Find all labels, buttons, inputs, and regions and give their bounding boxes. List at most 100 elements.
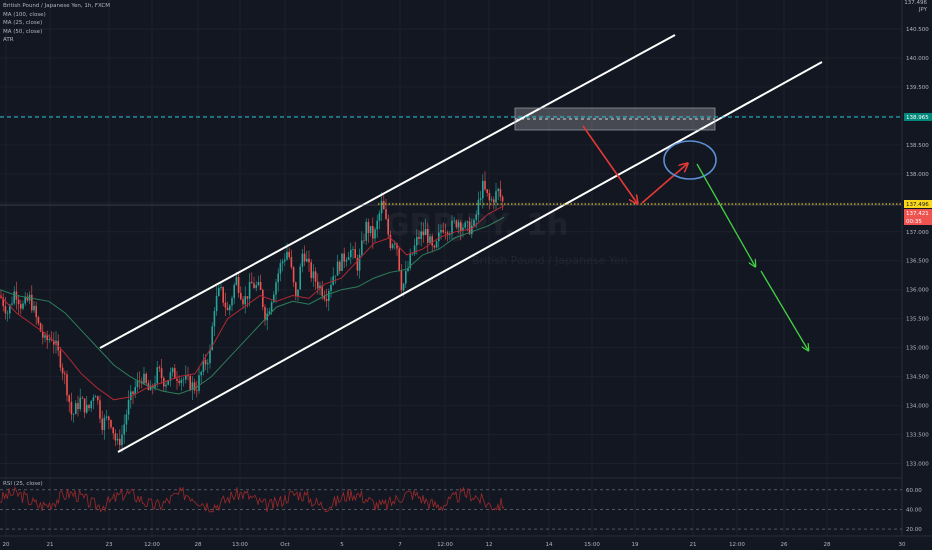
candle-body <box>174 368 176 379</box>
x-tick-label: 21 <box>47 542 54 548</box>
candle-body <box>35 305 37 318</box>
candle-body <box>286 251 288 260</box>
rsi-level-label: 40.00 <box>906 507 922 513</box>
candle-body <box>204 360 207 365</box>
candle-body <box>171 368 174 373</box>
candle-body <box>453 220 455 222</box>
candle-body <box>424 229 427 236</box>
candle-body <box>303 253 306 262</box>
candle-body <box>136 380 139 388</box>
candle-body <box>64 373 66 375</box>
candle-body <box>270 302 273 312</box>
candle-body <box>435 241 438 248</box>
y-tick-label: 134.500 <box>906 375 929 381</box>
candle-body <box>229 305 231 311</box>
candle-body <box>312 271 315 278</box>
candle-body <box>343 253 345 262</box>
candle-body <box>475 214 477 220</box>
candle-body <box>486 189 488 194</box>
candle-body <box>367 221 370 234</box>
candle-body <box>420 231 422 239</box>
candle-body <box>369 226 372 234</box>
candle-body <box>167 380 169 385</box>
candle-body <box>413 245 416 255</box>
candle-body <box>299 266 301 290</box>
candle-body <box>123 424 125 435</box>
candle-body <box>257 282 260 286</box>
candle-body <box>180 379 183 384</box>
corner-price: 137.496 <box>904 0 927 6</box>
candle-body <box>471 225 473 234</box>
candle-body <box>387 218 389 235</box>
candle-body <box>222 286 224 303</box>
description-watermark: British Pound / Japanese Yen <box>472 254 628 267</box>
candle-body <box>187 375 189 376</box>
candle-body <box>398 248 400 271</box>
candle-body <box>121 434 123 446</box>
candle-body <box>149 385 152 391</box>
candle-body <box>334 275 337 277</box>
ma-line-1 <box>0 205 505 401</box>
candle-body <box>143 373 145 384</box>
candle-body <box>92 397 95 401</box>
candle-body <box>127 399 130 415</box>
candle-body <box>345 259 348 262</box>
rsi-level-label: 20.00 <box>906 527 922 533</box>
candle-body <box>427 229 429 243</box>
candle-body <box>68 395 70 402</box>
candle-body <box>75 403 77 415</box>
candle-body <box>134 387 136 395</box>
legend-indicator-ma100[interactable]: MA (100, close) <box>3 11 46 18</box>
candle-body <box>83 398 86 413</box>
candle-body <box>277 273 279 283</box>
rsi-line <box>0 486 505 513</box>
resistance-price-label: 138.965 <box>906 115 929 121</box>
atr-label-bg <box>904 217 932 225</box>
candle-body <box>196 390 198 392</box>
candle-body <box>231 298 233 306</box>
candle-body <box>33 305 35 311</box>
candle-body <box>94 396 97 398</box>
x-tick-label: 7 <box>398 542 402 548</box>
candle-body <box>88 404 90 409</box>
candle-body <box>37 317 40 324</box>
rsi-legend[interactable]: RSI (25, close) <box>3 481 43 487</box>
candle-body <box>189 375 191 390</box>
x-tick-label: 5 <box>340 542 344 548</box>
y-tick-label: 133.500 <box>906 433 929 439</box>
candle-body <box>306 258 308 262</box>
candle-body <box>352 249 354 250</box>
candle-body <box>255 285 257 289</box>
candle-body <box>251 281 253 284</box>
candle-body <box>462 227 464 231</box>
candle-body <box>211 326 213 350</box>
y-tick-label: 136.500 <box>906 259 929 265</box>
candle-body <box>53 340 55 345</box>
candle-body <box>350 249 352 258</box>
retest-ellipse <box>663 140 717 180</box>
candle-body <box>354 249 356 259</box>
candle-body <box>99 400 101 419</box>
legend-indicator-atr[interactable]: ATR <box>3 37 14 43</box>
current-price-label-bg <box>904 200 932 208</box>
candle-body <box>119 438 121 446</box>
candle-body <box>444 232 447 233</box>
x-tick-label: 30 <box>899 542 906 548</box>
candle-body <box>264 306 266 321</box>
candle-body <box>116 438 119 441</box>
legend-indicator-ma50[interactable]: MA (50, close) <box>3 28 43 35</box>
y-tick-label: 136.000 <box>906 288 929 294</box>
legend-indicator-ma25[interactable]: MA (25, close) <box>3 20 43 26</box>
candle-body <box>341 253 343 271</box>
candle-body <box>17 299 20 305</box>
candle-body <box>376 220 378 230</box>
candle-body <box>466 221 469 223</box>
candle-body <box>105 416 108 418</box>
candle-body <box>112 427 114 434</box>
y-tick-label: 135.000 <box>906 346 929 352</box>
candle-body <box>319 285 321 289</box>
candle-body <box>207 363 209 365</box>
x-tick-label: 12 <box>486 542 493 548</box>
candle-body <box>292 267 295 283</box>
